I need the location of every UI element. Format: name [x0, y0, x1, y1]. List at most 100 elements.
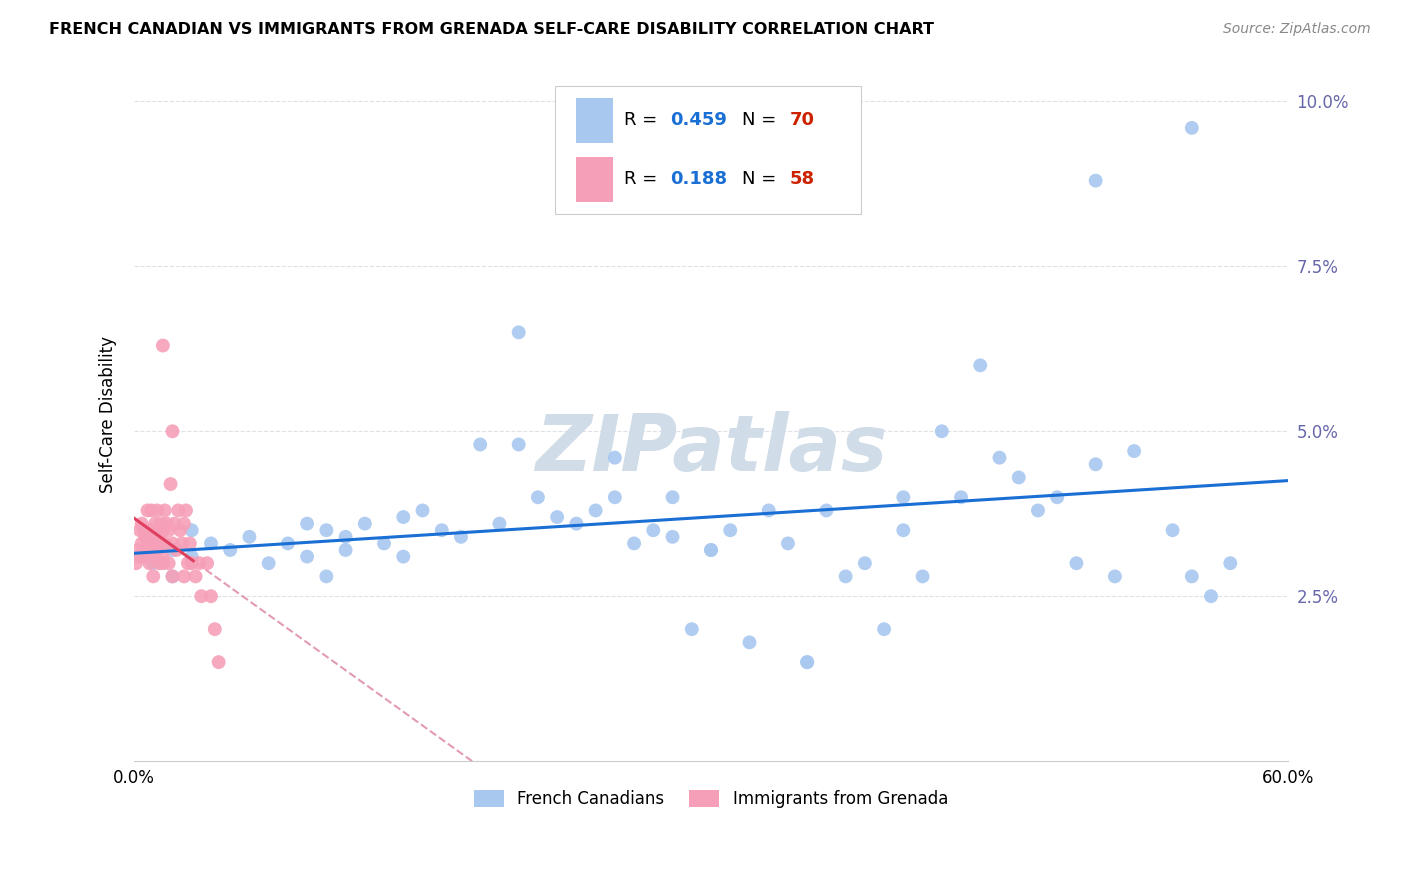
Point	[142, 523, 165, 537]
Point	[141, 503, 163, 517]
Point	[508, 437, 530, 451]
Point	[172, 536, 194, 550]
Point	[125, 556, 148, 570]
Point	[132, 543, 155, 558]
Point	[188, 556, 211, 570]
Point	[1084, 174, 1107, 188]
Point	[718, 523, 741, 537]
Point	[219, 543, 242, 558]
Point	[392, 549, 415, 564]
Text: 58: 58	[790, 170, 814, 188]
Point	[143, 516, 166, 531]
Point	[470, 437, 492, 451]
Point	[179, 536, 201, 550]
Point	[162, 425, 184, 439]
Point	[190, 589, 212, 603]
Point	[238, 530, 260, 544]
Point	[1046, 490, 1069, 504]
Point	[891, 490, 914, 504]
Point	[173, 569, 195, 583]
Y-axis label: Self-Care Disability: Self-Care Disability	[100, 336, 117, 493]
Point	[527, 490, 550, 504]
Point	[184, 569, 207, 583]
Point	[141, 530, 163, 544]
Point	[131, 536, 153, 550]
Point	[392, 510, 415, 524]
Point	[931, 425, 953, 439]
Point	[152, 338, 174, 352]
Point	[142, 569, 165, 583]
Legend: French Canadians, Immigrants from Grenada: French Canadians, Immigrants from Grenad…	[467, 783, 955, 815]
Point	[200, 589, 222, 603]
Point	[180, 523, 202, 537]
Point	[143, 536, 166, 550]
Point	[796, 655, 818, 669]
Point	[149, 536, 172, 550]
Point	[148, 530, 170, 544]
Point	[603, 490, 626, 504]
Point	[335, 543, 357, 558]
Point	[1026, 503, 1049, 517]
Point	[315, 523, 337, 537]
Point	[412, 503, 434, 517]
Point	[177, 556, 200, 570]
Point	[142, 549, 165, 564]
Point	[277, 536, 299, 550]
Point	[135, 530, 157, 544]
Point	[585, 503, 607, 517]
Point	[128, 549, 150, 564]
Point	[623, 536, 645, 550]
Point	[1066, 556, 1088, 570]
Point	[200, 536, 222, 550]
Point	[815, 503, 838, 517]
Point	[450, 530, 472, 544]
Point	[315, 569, 337, 583]
Point	[257, 556, 280, 570]
Point	[180, 549, 202, 564]
Point	[127, 543, 149, 558]
Point	[138, 556, 160, 570]
Point	[295, 516, 318, 531]
Point	[152, 549, 174, 564]
Bar	[576, 98, 613, 143]
Point	[873, 622, 896, 636]
Point	[565, 516, 588, 531]
Point	[1219, 556, 1241, 570]
Point	[153, 503, 176, 517]
Point	[162, 543, 184, 558]
Point	[157, 556, 180, 570]
Point	[1008, 470, 1031, 484]
Point	[195, 556, 218, 570]
Point	[146, 503, 169, 517]
Point	[148, 556, 170, 570]
Point	[128, 523, 150, 537]
Point	[950, 490, 973, 504]
Point	[169, 523, 191, 537]
Text: Source: ZipAtlas.com: Source: ZipAtlas.com	[1223, 22, 1371, 37]
Point	[488, 516, 510, 531]
Text: N =: N =	[742, 112, 782, 129]
Point	[162, 536, 184, 550]
Point	[1181, 120, 1204, 135]
Point	[796, 655, 818, 669]
Text: N =: N =	[742, 170, 782, 188]
Point	[204, 622, 226, 636]
Point	[335, 530, 357, 544]
Point	[149, 516, 172, 531]
Point	[853, 556, 876, 570]
Point	[738, 635, 761, 649]
Point	[1181, 569, 1204, 583]
Point	[162, 569, 184, 583]
Point	[159, 477, 181, 491]
Point	[681, 622, 703, 636]
Point	[132, 523, 155, 537]
Point	[174, 503, 197, 517]
Point	[353, 516, 375, 531]
Text: 70: 70	[790, 112, 814, 129]
Point	[142, 556, 165, 570]
Point	[167, 503, 190, 517]
Point	[911, 569, 934, 583]
Point	[643, 523, 665, 537]
Point	[152, 523, 174, 537]
Text: R =: R =	[624, 112, 664, 129]
